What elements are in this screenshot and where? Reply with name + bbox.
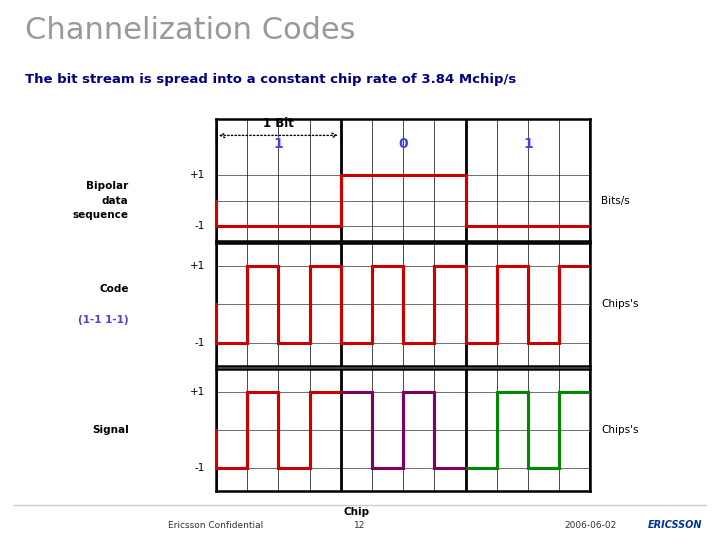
Text: Ericsson Confidential: Ericsson Confidential (168, 521, 264, 530)
Text: sequence: sequence (73, 210, 129, 220)
Text: -1: -1 (194, 338, 205, 348)
Text: Code: Code (99, 284, 129, 294)
Text: Chips's: Chips's (601, 299, 639, 309)
Text: 12: 12 (354, 521, 366, 530)
Text: Chips's: Chips's (601, 425, 639, 435)
Text: 1 Bit: 1 Bit (263, 117, 294, 130)
Text: Bits/s: Bits/s (601, 195, 630, 206)
Text: Chip: Chip (343, 507, 369, 517)
Text: 2006-06-02: 2006-06-02 (564, 521, 616, 530)
Text: -1: -1 (194, 463, 205, 474)
Text: Channelization Codes: Channelization Codes (25, 16, 356, 45)
Text: +1: +1 (190, 261, 205, 271)
Text: 0: 0 (398, 137, 408, 151)
Text: 1: 1 (523, 137, 533, 151)
Text: data: data (102, 195, 129, 206)
Text: Signal: Signal (92, 425, 129, 435)
Text: +1: +1 (190, 387, 205, 397)
Text: +1: +1 (190, 170, 205, 180)
Text: Bipolar: Bipolar (86, 181, 129, 192)
Text: (1-1 1-1): (1-1 1-1) (78, 315, 129, 325)
Text: The bit stream is spread into a constant chip rate of 3.84 Mchip/s: The bit stream is spread into a constant… (25, 73, 516, 86)
Text: ERICSSON: ERICSSON (647, 520, 702, 530)
Text: -1: -1 (194, 221, 205, 231)
Text: 1: 1 (274, 137, 283, 151)
